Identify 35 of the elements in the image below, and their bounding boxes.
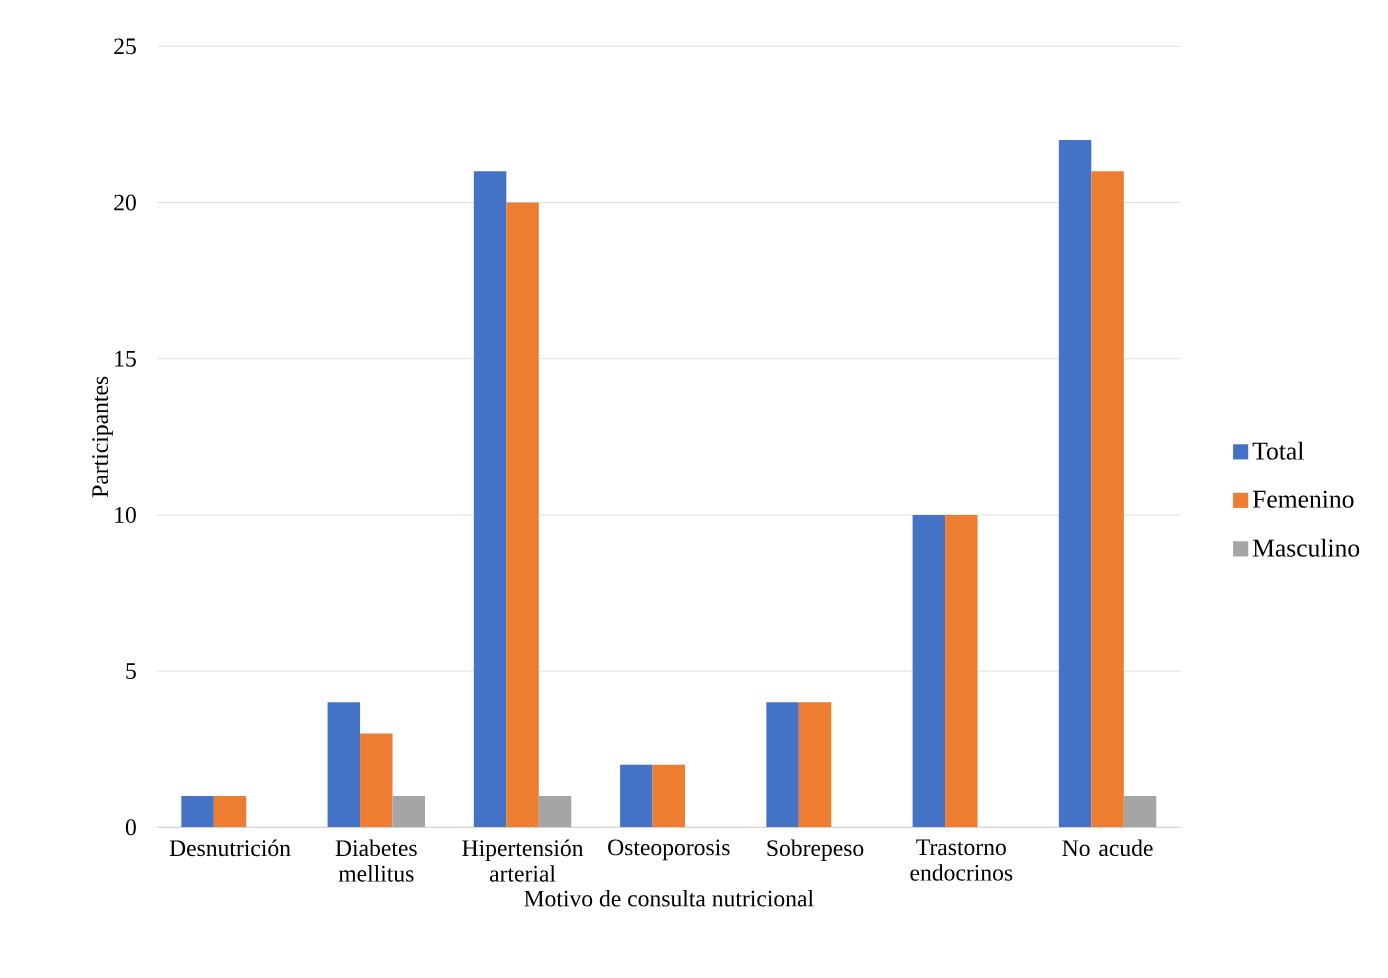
y-tick-label: 20 <box>114 194 136 211</box>
y-tick-label: 0 <box>125 819 136 836</box>
bar <box>506 202 539 828</box>
legend-label: Total <box>1252 441 1304 460</box>
y-tick-label: 5 <box>126 663 136 679</box>
bar <box>1123 795 1157 828</box>
bar <box>945 514 978 828</box>
bar <box>360 733 393 828</box>
x-axis-title: Motivo de consulta nutricional <box>524 889 814 907</box>
bar <box>181 795 214 828</box>
y-tick-label: 15 <box>115 350 136 367</box>
legend-label: Femenino <box>1252 490 1354 508</box>
legend-label: Masculino <box>1252 538 1360 557</box>
bar <box>766 702 799 828</box>
x-tick-label: Trastorno endocrinos <box>910 839 1013 881</box>
bar <box>538 795 572 828</box>
x-tick-label: Desnutrición <box>169 839 291 856</box>
x-tick-label: No acude <box>1062 839 1153 856</box>
y-tick-label: 25 <box>114 38 136 55</box>
bar <box>1058 139 1092 828</box>
bar <box>798 702 832 828</box>
bar <box>213 795 247 828</box>
x-tick-label: Osteoporosis <box>608 839 730 861</box>
x-tick-label: Hipertensión arterial <box>462 839 584 882</box>
bar <box>327 702 361 828</box>
bar <box>473 171 507 828</box>
x-tick-label: Diabetes mellitus <box>335 839 417 882</box>
bar <box>912 514 946 828</box>
bar <box>620 764 653 828</box>
bar <box>1091 171 1124 828</box>
y-axis-title: Participantes <box>92 376 113 497</box>
y-tick-label: 10 <box>115 506 136 523</box>
bar <box>392 795 425 828</box>
x-tick-label: Sobrepeso <box>767 839 864 861</box>
bar <box>652 764 686 828</box>
